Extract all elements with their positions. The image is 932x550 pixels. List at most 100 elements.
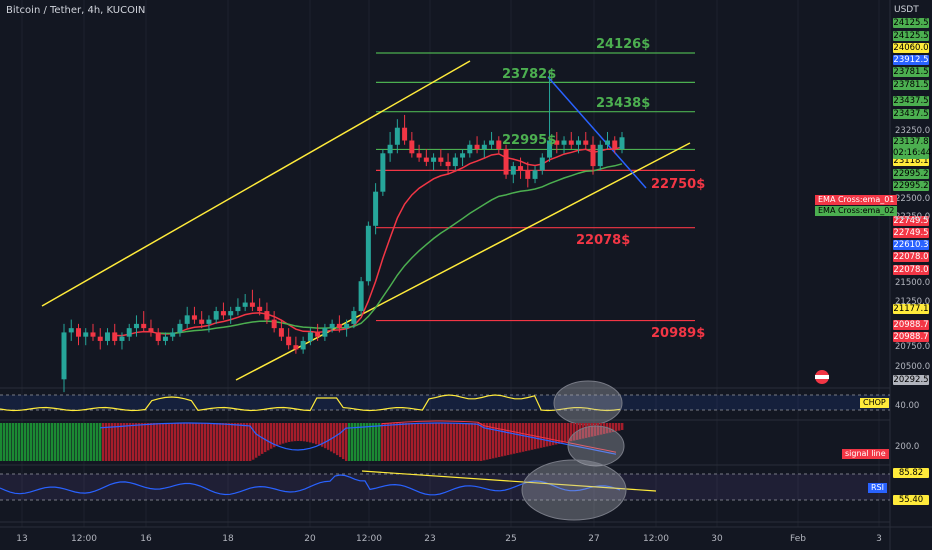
candle[interactable] xyxy=(576,140,582,145)
candle[interactable] xyxy=(467,144,473,154)
highlight-circle-rsi[interactable] xyxy=(521,459,627,521)
candle[interactable] xyxy=(619,137,625,150)
candle[interactable] xyxy=(199,319,205,324)
candle[interactable] xyxy=(271,319,277,329)
candle[interactable] xyxy=(315,332,321,337)
signal-line-red[interactable] xyxy=(381,420,617,453)
candle[interactable] xyxy=(112,332,118,341)
candle[interactable] xyxy=(612,140,618,150)
candle[interactable] xyxy=(409,140,415,154)
candle[interactable] xyxy=(213,311,219,320)
candle[interactable] xyxy=(228,311,234,316)
candle[interactable] xyxy=(460,153,466,158)
candle[interactable] xyxy=(394,127,400,145)
ema-01-line[interactable] xyxy=(114,146,623,337)
candle[interactable] xyxy=(68,328,74,333)
candle[interactable] xyxy=(489,140,495,145)
candle[interactable] xyxy=(568,140,574,145)
candle[interactable] xyxy=(547,140,553,158)
candle[interactable] xyxy=(126,328,132,337)
candle[interactable] xyxy=(191,315,197,320)
ema-02-line[interactable] xyxy=(158,163,623,335)
candle[interactable] xyxy=(402,127,408,141)
candle[interactable] xyxy=(249,302,255,307)
candle[interactable] xyxy=(387,144,393,154)
candle[interactable] xyxy=(344,323,350,329)
candle[interactable] xyxy=(133,323,139,329)
candle[interactable] xyxy=(264,311,270,320)
candle[interactable] xyxy=(220,311,226,316)
candle[interactable] xyxy=(583,140,589,145)
candle[interactable] xyxy=(206,319,212,324)
candle[interactable] xyxy=(496,140,502,150)
candle[interactable] xyxy=(532,170,538,179)
candle[interactable] xyxy=(380,153,386,192)
candle[interactable] xyxy=(293,345,299,350)
signal-tag[interactable]: signal line xyxy=(842,449,889,459)
rsi-line[interactable] xyxy=(0,474,621,496)
candle[interactable] xyxy=(90,332,96,337)
ema-02-legend[interactable]: EMA Cross:ema_02 xyxy=(815,206,898,216)
candle[interactable] xyxy=(170,332,176,337)
candle[interactable] xyxy=(257,306,263,312)
candle[interactable] xyxy=(445,161,451,167)
candle[interactable] xyxy=(561,140,567,145)
trend-line[interactable] xyxy=(547,76,647,189)
candle[interactable] xyxy=(83,332,89,337)
level-label-23782[interactable]: 23782$ xyxy=(502,67,557,82)
candle[interactable] xyxy=(75,328,81,337)
candle[interactable] xyxy=(510,166,516,175)
level-label-22995[interactable]: 22995$ xyxy=(502,133,557,148)
candle[interactable] xyxy=(518,166,524,171)
candle[interactable] xyxy=(452,157,458,167)
candle[interactable] xyxy=(104,332,110,341)
candle[interactable] xyxy=(416,153,422,158)
candle[interactable] xyxy=(605,140,611,145)
signal-histogram[interactable] xyxy=(0,423,624,461)
level-label-24126[interactable]: 24126$ xyxy=(596,37,651,52)
candle[interactable] xyxy=(431,157,437,162)
rsi-tag[interactable]: RSI xyxy=(868,483,887,493)
candle[interactable] xyxy=(525,170,531,179)
candle[interactable] xyxy=(177,323,183,333)
rsi-trend-line[interactable] xyxy=(361,470,657,492)
candle[interactable] xyxy=(162,336,168,341)
candle[interactable] xyxy=(365,225,371,282)
highlight-circle-signal[interactable] xyxy=(567,425,625,467)
candle[interactable] xyxy=(155,332,161,341)
candle[interactable] xyxy=(336,323,342,329)
level-label-22750[interactable]: 22750$ xyxy=(651,177,706,192)
horizontal-levels[interactable] xyxy=(376,52,695,322)
channel-upper-line[interactable] xyxy=(41,60,471,307)
chop-tag[interactable]: CHOP xyxy=(860,398,889,408)
candle[interactable] xyxy=(539,157,545,171)
candle[interactable] xyxy=(474,144,480,150)
ema-01-legend[interactable]: EMA Cross:ema_01 xyxy=(815,195,898,205)
candle[interactable] xyxy=(423,157,429,162)
candle[interactable] xyxy=(307,332,313,341)
candle[interactable] xyxy=(61,332,67,380)
candle[interactable] xyxy=(300,340,306,350)
candle[interactable] xyxy=(554,140,560,145)
candle[interactable] xyxy=(590,144,596,167)
candle[interactable] xyxy=(597,144,603,167)
candle[interactable] xyxy=(373,191,379,226)
candles[interactable] xyxy=(61,72,625,393)
candle[interactable] xyxy=(503,149,509,175)
level-label-22078[interactable]: 22078$ xyxy=(576,233,631,248)
level-label-20989[interactable]: 20989$ xyxy=(651,326,706,341)
candle[interactable] xyxy=(286,336,292,346)
candle[interactable] xyxy=(184,315,190,324)
candle[interactable] xyxy=(358,281,364,312)
candle[interactable] xyxy=(438,157,444,162)
level-label-23438[interactable]: 23438$ xyxy=(596,96,651,111)
candle[interactable] xyxy=(481,144,487,150)
candle[interactable] xyxy=(329,323,335,329)
signal-line[interactable] xyxy=(99,422,617,455)
candle[interactable] xyxy=(351,311,357,324)
candle[interactable] xyxy=(278,328,284,337)
current-price-label[interactable]: 23137.8 02:16:44 xyxy=(893,137,931,159)
candle[interactable] xyxy=(119,336,125,341)
candle[interactable] xyxy=(148,328,154,333)
chop-line[interactable] xyxy=(0,394,621,412)
